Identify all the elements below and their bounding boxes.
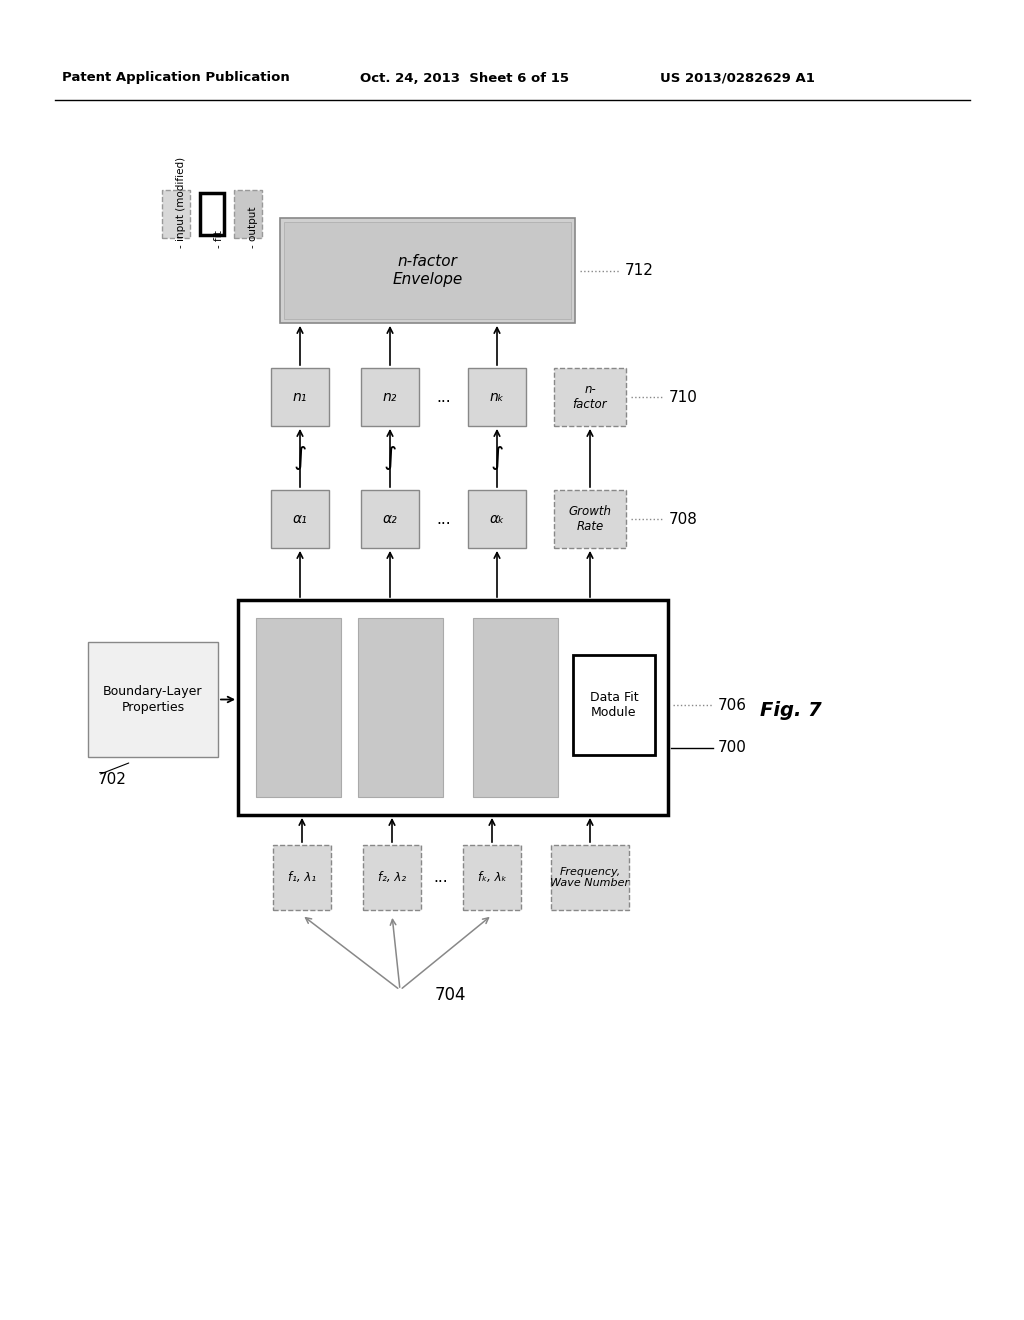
Text: 702: 702: [98, 771, 127, 787]
Bar: [573, 655, 655, 755]
Bar: [273, 845, 331, 909]
Text: Oct. 24, 2013  Sheet 6 of 15: Oct. 24, 2013 Sheet 6 of 15: [360, 71, 569, 84]
Bar: [200, 193, 224, 235]
Text: Patent Application Publication: Patent Application Publication: [62, 71, 290, 84]
Text: $\int$: $\int$: [383, 444, 397, 473]
Text: - output: - output: [248, 206, 258, 248]
Text: n₁: n₁: [293, 389, 307, 404]
Text: f₁, λ₁: f₁, λ₁: [288, 871, 316, 884]
Text: f₂, λ₂: f₂, λ₂: [378, 871, 407, 884]
Text: 704: 704: [435, 986, 467, 1005]
Bar: [362, 845, 421, 909]
Bar: [463, 845, 521, 909]
Text: 712: 712: [625, 263, 654, 279]
Text: n-
factor: n- factor: [572, 383, 607, 411]
Text: US 2013/0282629 A1: US 2013/0282629 A1: [660, 71, 815, 84]
Bar: [361, 368, 419, 426]
Bar: [238, 601, 668, 814]
Bar: [468, 368, 526, 426]
Text: n₂: n₂: [383, 389, 397, 404]
Bar: [271, 368, 329, 426]
Text: nₖ: nₖ: [489, 389, 504, 404]
Text: ...: ...: [436, 511, 451, 527]
Bar: [256, 618, 341, 797]
Text: 700: 700: [718, 741, 746, 755]
Text: $\int$: $\int$: [490, 444, 504, 473]
Text: Fig. 7: Fig. 7: [760, 701, 821, 719]
Text: Growth
Rate: Growth Rate: [568, 506, 611, 533]
Text: $\int$: $\int$: [293, 444, 307, 473]
Bar: [473, 618, 558, 797]
Bar: [554, 490, 626, 548]
Text: Data Fit
Module: Data Fit Module: [590, 690, 638, 719]
Text: - fit: - fit: [214, 230, 224, 248]
Text: 706: 706: [718, 697, 746, 713]
Bar: [551, 845, 629, 909]
Text: ...: ...: [433, 870, 447, 884]
Bar: [88, 642, 218, 756]
Text: α₂: α₂: [383, 512, 397, 525]
Bar: [468, 490, 526, 548]
Bar: [271, 490, 329, 548]
Text: 708: 708: [669, 511, 698, 527]
Text: α₁: α₁: [293, 512, 307, 525]
Text: ...: ...: [436, 389, 451, 404]
Text: Boundary-Layer
Properties: Boundary-Layer Properties: [103, 685, 203, 714]
Bar: [162, 190, 190, 238]
Bar: [234, 190, 262, 238]
Text: Frequency,
Wave Number: Frequency, Wave Number: [551, 867, 630, 888]
Bar: [284, 222, 571, 319]
Bar: [554, 368, 626, 426]
Bar: [361, 490, 419, 548]
Text: - input (modified): - input (modified): [176, 157, 186, 248]
Text: n-factor
Envelope: n-factor Envelope: [392, 255, 463, 286]
Bar: [280, 218, 575, 323]
Text: αₖ: αₖ: [489, 512, 505, 525]
Text: 710: 710: [669, 389, 698, 404]
Text: fₖ, λₖ: fₖ, λₖ: [477, 871, 506, 884]
Bar: [358, 618, 443, 797]
